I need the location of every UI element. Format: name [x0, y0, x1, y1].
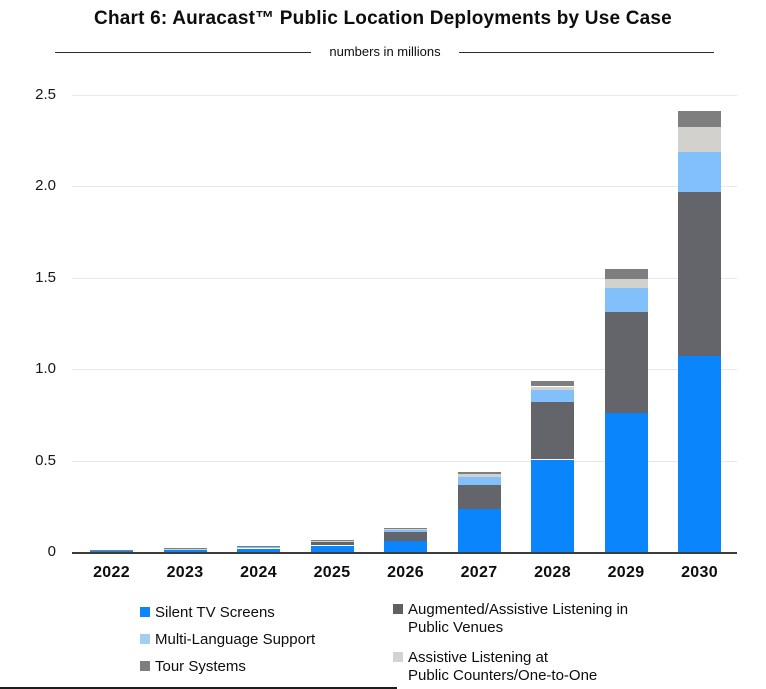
legend-marker-silent_tv — [140, 607, 150, 617]
plot-area: 0 0.5 1.0 1.5 2.0 2.5 2022 2023 2024 2025 2026 2027… — [35, 85, 737, 581]
bar-segment-2024-silent_tv — [237, 549, 280, 552]
bar-segment-2029-multi_language — [604, 288, 648, 312]
subtitle-rule-right — [459, 52, 714, 53]
legend-marker-legend_counters — [393, 652, 403, 662]
y-axis-tick-label: 0 — [47, 543, 56, 560]
y-axis-tick-label: 2.0 — [35, 177, 56, 194]
subtitle-rule-left — [55, 52, 311, 53]
bar-segment-2028-multi_language — [531, 389, 574, 402]
x-axis-label-2022: 2022 — [93, 564, 130, 581]
gridline-1.0 — [72, 369, 737, 370]
bar-segment-2028-counters — [531, 387, 574, 390]
legend-label: Multi-Language Support — [155, 631, 316, 648]
bar-segment-2025-venues — [310, 542, 354, 545]
legend-marker-legend_venues — [393, 604, 403, 614]
x-axis-label-2025: 2025 — [313, 564, 351, 581]
bar-segment-2030-venues — [678, 192, 721, 356]
x-axis-label-2023: 2023 — [166, 564, 204, 581]
bar-segment-2022-silent_tv — [90, 551, 133, 552]
bar-segment-2029-tour — [604, 269, 648, 279]
x-axis-label-2026: 2026 — [387, 564, 424, 581]
bar-segment-2025-counters — [310, 541, 354, 542]
legend-marker-legend_multi_language — [140, 634, 150, 644]
x-axis-label-2030: 2030 — [681, 564, 718, 581]
bar-segment-2022-tour — [90, 550, 133, 551]
bar-segment-2023-counters — [163, 549, 207, 550]
x-axis-label-2029: 2029 — [607, 564, 645, 581]
y-axis-tick-label: 2.5 — [35, 85, 56, 103]
bar-segment-2026-silent_tv — [384, 541, 427, 552]
bottom-edge-line — [0, 687, 397, 689]
y-axis-tick-label: 0.5 — [35, 451, 56, 469]
y-axis-tick-label: 1.5 — [35, 268, 56, 286]
legend-label: Augmented/Assistive Listening in Public … — [408, 601, 629, 636]
bar-segment-2030-tour — [678, 111, 721, 127]
gridline-0.5 — [72, 460, 737, 462]
bar-segment-2024-multi_language — [237, 547, 280, 548]
bar-segment-2030-counters — [678, 127, 721, 152]
bar-segment-2030-silent_tv — [678, 356, 721, 552]
legend-label: Silent TV Screens — [155, 604, 275, 621]
bar-segment-2027-counters — [457, 474, 501, 477]
gridline-2.0 — [72, 186, 737, 187]
x-axis-label-2028: 2028 — [534, 564, 571, 581]
bar-segment-2024-tour — [237, 546, 280, 547]
bar-segment-2026-counters — [384, 529, 427, 530]
x-axis-label-2024: 2024 — [240, 564, 277, 581]
bar-segment-2025-silent_tv — [310, 546, 354, 552]
bar-segment-2025-tour — [310, 540, 354, 541]
bar-segment-2026-tour — [384, 528, 427, 529]
legend-label: Assistive Listening at Public Counters/O… — [408, 649, 598, 684]
bar-segment-2027-tour — [457, 472, 501, 474]
bar-segment-2026-venues — [384, 532, 427, 541]
x-axis-line — [72, 552, 737, 554]
bar-segment-2027-venues — [457, 485, 501, 509]
bar-segment-2028-tour — [531, 381, 574, 386]
bar-segment-2029-venues — [604, 312, 648, 413]
bar-segment-2026-multi_language — [384, 529, 427, 532]
bar-segment-2027-silent_tv — [457, 509, 501, 552]
legend-marker-legend_tour — [140, 661, 150, 671]
bar-segment-2029-silent_tv — [604, 413, 648, 552]
x-axis-label-2027: 2027 — [460, 564, 498, 581]
bar-segment-2023-tour — [163, 548, 207, 549]
bar-segment-2030-multi_language — [678, 152, 721, 192]
chart-subtitle-row: numbers in millions — [0, 44, 766, 60]
chart-units-label: numbers in millions — [329, 44, 441, 59]
gridline-1.5 — [72, 277, 737, 279]
bar-segment-2023-silent_tv — [163, 550, 207, 552]
legend-label: Tour Systems — [155, 658, 246, 675]
y-axis-tick-label: 1.0 — [35, 360, 56, 377]
bar-segment-2027-multi_language — [457, 477, 501, 485]
gridline-2.5 — [72, 94, 737, 96]
chart-title: Chart 6: Auracast™ Public Location Deplo… — [94, 8, 672, 29]
bar-segment-2029-counters — [604, 279, 648, 288]
bar-segment-2028-venues — [531, 402, 574, 459]
bar-segment-2028-silent_tv — [531, 460, 574, 552]
